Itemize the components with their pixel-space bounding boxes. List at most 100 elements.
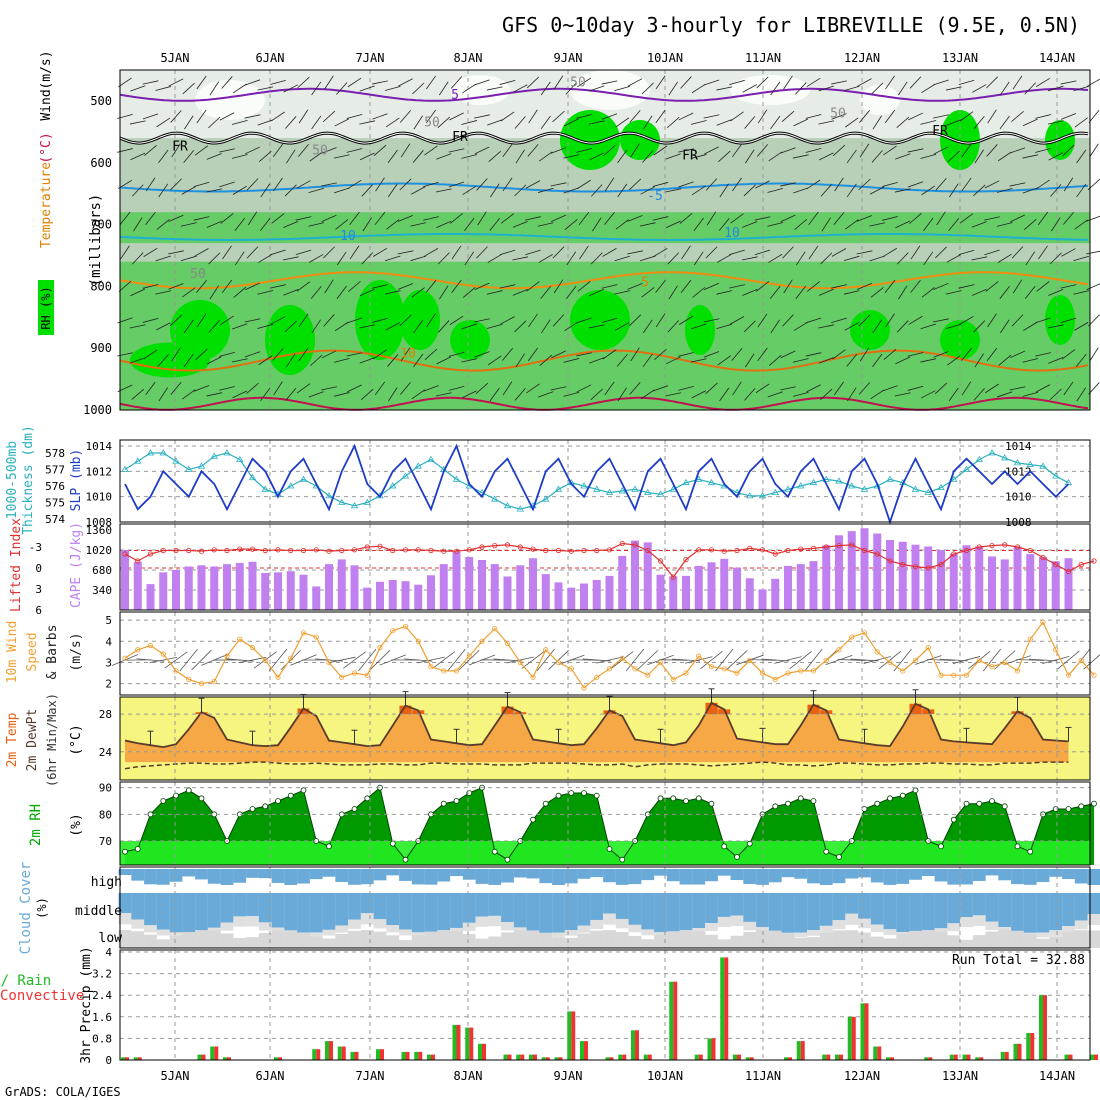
lifted-point [696, 547, 702, 553]
upper-wind-barb [119, 211, 131, 225]
cloud-middle-gap [832, 920, 846, 930]
surface-wind-barb [268, 648, 288, 672]
cape-bar [184, 566, 193, 610]
wind-speed-point [543, 647, 549, 653]
upper-wind-barb [448, 148, 465, 153]
upper-wind-barb [999, 285, 1010, 299]
upper-wind-barb [183, 319, 194, 334]
upper-wind-barb [348, 280, 361, 292]
lifted-index-label: Lifted Index [9, 518, 24, 612]
upper-wind-barb [946, 119, 962, 126]
slp-left-tick: 1010 [86, 491, 113, 504]
lifted-point [504, 542, 511, 548]
temperature-peak-fill [718, 709, 731, 715]
cloud-middle-gap [1036, 932, 1050, 938]
upper-wind-barb [514, 184, 527, 197]
upper-wind-barb [693, 251, 704, 266]
cloud-high-bar [513, 869, 527, 878]
day-label-bottom: 7JAN [356, 1069, 385, 1083]
cloud-high-bar [207, 869, 221, 884]
upper-wind-barb [832, 349, 846, 360]
cloud-middle-bar [654, 893, 667, 933]
precip-total-bar [1090, 1054, 1094, 1060]
upper-wind-barb [155, 290, 172, 295]
cloud-middle-bar [526, 893, 540, 932]
lifted-point [160, 547, 166, 554]
wind-speed-point [415, 638, 421, 644]
upper-wind-barb [564, 219, 578, 230]
cloud-low-gap [1087, 930, 1100, 948]
lifted-point [606, 547, 613, 553]
upper-wind-barb [1061, 248, 1076, 257]
upper-wind-barb [512, 221, 528, 228]
upper-wind-barb [182, 389, 196, 400]
upper-wind-barb [652, 181, 669, 187]
upper-wind-barb [614, 290, 631, 295]
wind-speed-point [364, 672, 370, 678]
upper-wind-barb [500, 316, 515, 325]
upper-wind-barb [592, 217, 602, 232]
lifted-point [925, 565, 931, 571]
upper-wind-barb [451, 279, 462, 294]
temperature-legend-label: Temperature [39, 162, 54, 248]
upper-wind-barb [818, 324, 835, 329]
upper-wind-barb [193, 385, 210, 392]
upper-wind-barb [588, 120, 605, 125]
upper-wind-barb [945, 323, 962, 330]
cloud-middle-bar [819, 893, 833, 926]
wind-speed-point [951, 672, 957, 678]
rh2m-point [874, 800, 881, 807]
upper-wind-barb [1022, 391, 1039, 397]
upper-wind-barb [576, 317, 592, 324]
upper-wind-barb [413, 319, 424, 334]
upper-wind-barb [359, 152, 375, 161]
lifted-point [186, 547, 192, 554]
upper-wind-barb [550, 182, 567, 187]
surface-wind-barb [458, 649, 480, 671]
upper-wind-barb [971, 256, 988, 261]
thickness-point [542, 495, 550, 502]
cloud-low-gap [1036, 938, 1050, 948]
day-label-bottom: 8JAN [454, 1069, 483, 1083]
rh2m-point [657, 795, 664, 802]
precip-total-bar [197, 1054, 202, 1060]
thickness-point [248, 473, 257, 481]
upper-wind-barb [716, 119, 732, 126]
cape-bar [223, 564, 231, 610]
lifted-point [211, 547, 217, 553]
cape-bar [248, 561, 257, 610]
rh2m-point [581, 790, 587, 796]
lifted-point [351, 547, 358, 553]
precip-total-bar [720, 957, 725, 1060]
precip-total-bar [414, 1051, 419, 1060]
precip-total-bar [1026, 1033, 1031, 1060]
upper-wind-barb [336, 82, 348, 95]
upper-wind-barb [859, 347, 870, 362]
upper-wind-barb [462, 83, 477, 94]
upper-wind-barb [884, 279, 896, 293]
cape-bar [261, 572, 270, 610]
upper-wind-barb [361, 184, 373, 197]
upper-wind-barb [871, 150, 883, 163]
wind-speed-point [555, 659, 562, 666]
upper-wind-barb [486, 290, 503, 295]
upper-wind-barb [538, 151, 553, 162]
precip-tick: 4 [105, 946, 112, 959]
rh2m-point [734, 854, 740, 860]
lifted-point [364, 544, 370, 550]
upper-wind-barb [756, 144, 769, 157]
upper-wind-barb [129, 120, 146, 125]
upper-wind-barb [908, 112, 923, 121]
rh2m-point [708, 800, 715, 807]
cloud-low-gap [462, 934, 476, 948]
cloud-middle-gap [985, 921, 999, 931]
upper-wind-barb [1047, 85, 1064, 92]
thickness-point [937, 483, 945, 491]
cloud-low-gap [258, 932, 272, 948]
wind-speed-point [721, 666, 727, 672]
upper-wind-barb [474, 146, 490, 155]
cloud-low-gap [169, 935, 183, 948]
temp2m-label-2: 2m DewPt [25, 709, 40, 772]
temperature-peak-fill [501, 706, 514, 715]
contour-label: 50 [190, 267, 206, 282]
